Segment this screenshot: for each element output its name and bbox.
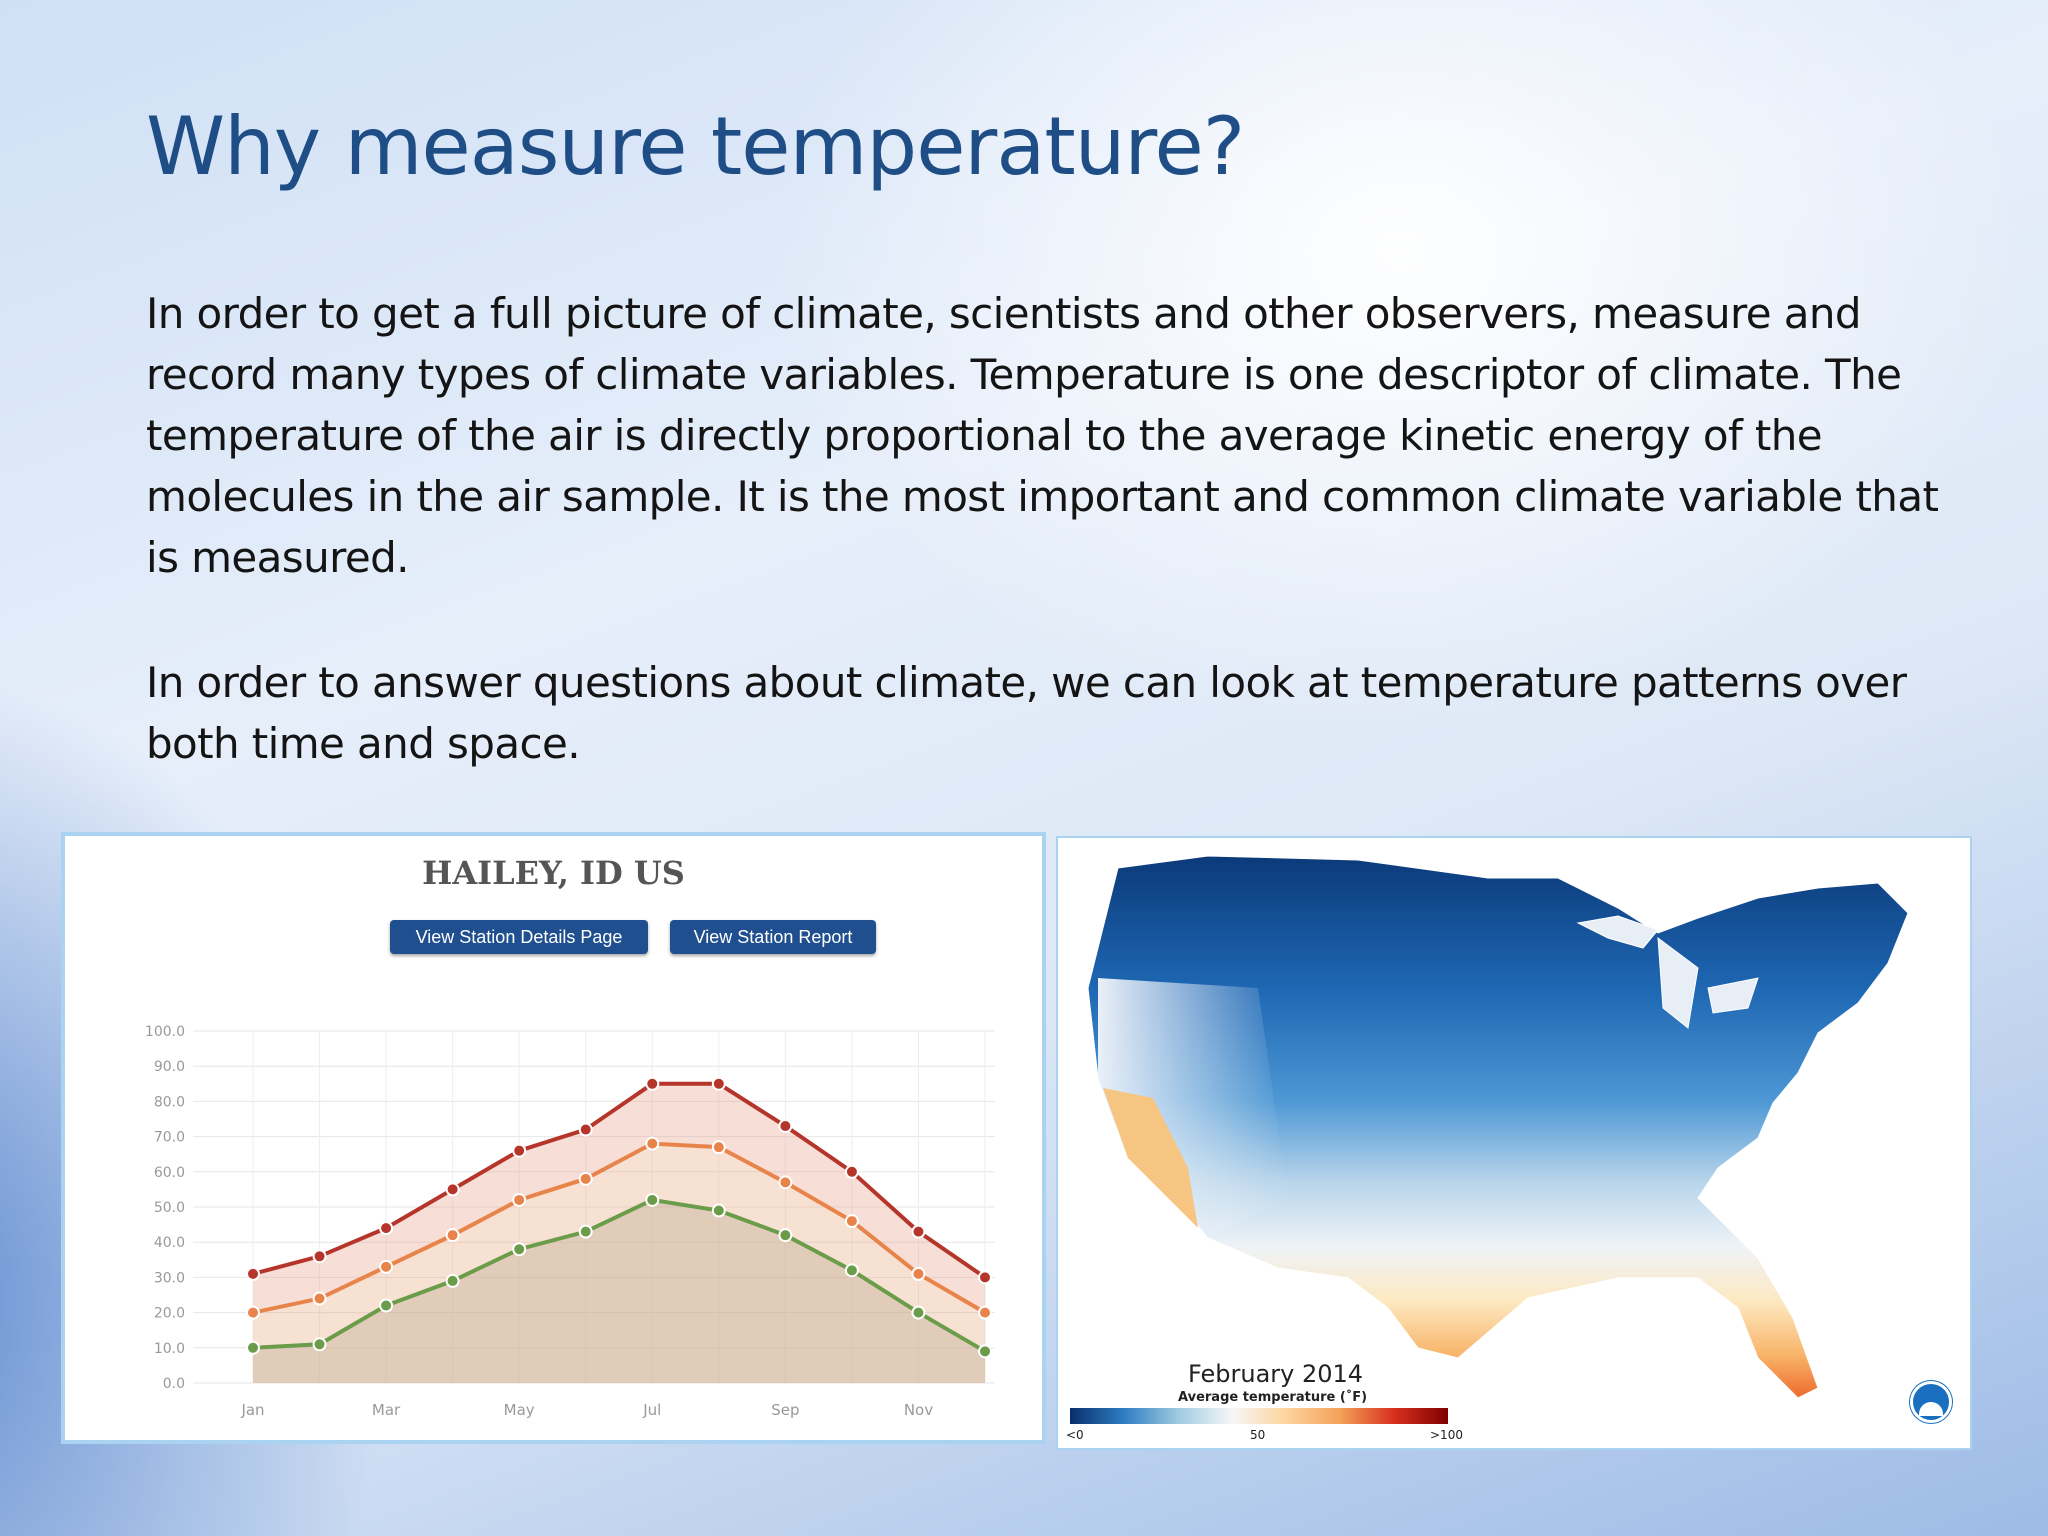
data-point: [379, 1298, 394, 1313]
view-station-report-button[interactable]: View Station Report: [670, 920, 876, 954]
y-tick-label: 20.0: [154, 1306, 185, 1322]
data-point: [246, 1340, 260, 1355]
data-point: [312, 1291, 327, 1306]
us-land-outline: [1087, 855, 1909, 1399]
data-point: [512, 1143, 527, 1158]
data-point: [778, 1119, 793, 1134]
data-point: [645, 1076, 660, 1091]
x-tick-label: May: [504, 1401, 535, 1419]
data-point: [711, 1140, 726, 1155]
noaa-logo: [1910, 1381, 1952, 1423]
data-point: [778, 1175, 793, 1190]
data-point: [978, 1305, 992, 1320]
data-point: [246, 1305, 260, 1320]
data-point: [911, 1305, 926, 1320]
body-paragraph-1: In order to get a full picture of climat…: [146, 289, 1939, 582]
x-tick-label: Jul: [642, 1401, 661, 1419]
data-point: [445, 1228, 460, 1243]
data-point: [445, 1273, 460, 1288]
temperature-line-chart: 100.0 90.0 80.0 70.0 60.0 50.0 40.0 30.0 20.0 10.…: [145, 1024, 995, 1419]
data-point: [711, 1076, 726, 1091]
y-tick-label: 80.0: [154, 1094, 185, 1110]
colorbar-min-label: <0: [1066, 1428, 1084, 1442]
band-mid-low: [253, 1143, 985, 1352]
data-point: [246, 1266, 260, 1281]
map-subtitle: Average temperature (˚F): [1178, 1390, 1368, 1405]
y-tick-label: 70.0: [154, 1130, 185, 1146]
station-title: HAILEY, ID US: [422, 854, 685, 892]
us-temperature-map-panel: February 2014 Average temperature (˚F) <…: [1056, 836, 1972, 1450]
series-line-2: [252, 1197, 987, 1354]
view-station-details-button[interactable]: View Station Details Page: [390, 920, 648, 954]
y-tick-label: 50.0: [154, 1200, 185, 1216]
x-tick-label: Jan: [240, 1401, 264, 1419]
y-tick-label: 40.0: [154, 1235, 185, 1251]
y-tick-label: 60.0: [154, 1165, 185, 1181]
y-tick-label: 0.0: [163, 1376, 185, 1392]
y-tick-label: 100.0: [145, 1024, 185, 1040]
series-line-0: [252, 1081, 987, 1280]
us-temperature-map: [1087, 855, 1909, 1399]
temperature-colorbar: [1070, 1408, 1448, 1424]
data-point: [711, 1203, 726, 1218]
data-point: [379, 1221, 394, 1236]
y-tick-label: 90.0: [154, 1059, 185, 1075]
colorbar-max-label: >100: [1430, 1428, 1463, 1442]
map-title: February 2014: [1188, 1360, 1364, 1388]
data-point: [844, 1164, 859, 1179]
station-chart-panel: 100.0 90.0 80.0 70.0 60.0 50.0 40.0 30.0 20.0 10.…: [61, 832, 1046, 1444]
x-tick-label: Mar: [372, 1401, 401, 1419]
data-point: [978, 1344, 992, 1359]
data-point: [778, 1228, 793, 1243]
x-tick-label: Nov: [904, 1401, 933, 1419]
colorbar-mid-label: 50: [1250, 1428, 1266, 1442]
data-point: [445, 1182, 460, 1197]
band-high-mid: [253, 1083, 985, 1313]
data-point: [578, 1171, 593, 1186]
body-paragraph-2: In order to answer questions about clima…: [146, 658, 1907, 768]
western-us-region: [1098, 978, 1288, 1238]
data-point: [578, 1224, 593, 1239]
data-point: [978, 1270, 992, 1285]
data-point: [645, 1192, 660, 1207]
data-point: [312, 1249, 327, 1264]
california-warm-region: [1103, 1088, 1198, 1228]
data-point: [512, 1192, 527, 1207]
data-point: [512, 1242, 527, 1257]
data-point: [911, 1224, 926, 1239]
data-point: [844, 1214, 859, 1229]
great-lakes: [1576, 915, 1759, 1029]
data-point: [312, 1337, 327, 1352]
data-point: [578, 1122, 593, 1137]
series-line-1: [252, 1141, 987, 1315]
data-point: [379, 1259, 394, 1274]
data-point: [645, 1136, 660, 1151]
x-tick-label: Sep: [771, 1401, 799, 1419]
slide-title: Why measure temperature?: [146, 100, 1245, 193]
data-point: [844, 1263, 859, 1278]
data-point: [911, 1266, 926, 1281]
y-tick-label: 30.0: [154, 1270, 185, 1286]
y-tick-label: 10.0: [154, 1341, 185, 1357]
